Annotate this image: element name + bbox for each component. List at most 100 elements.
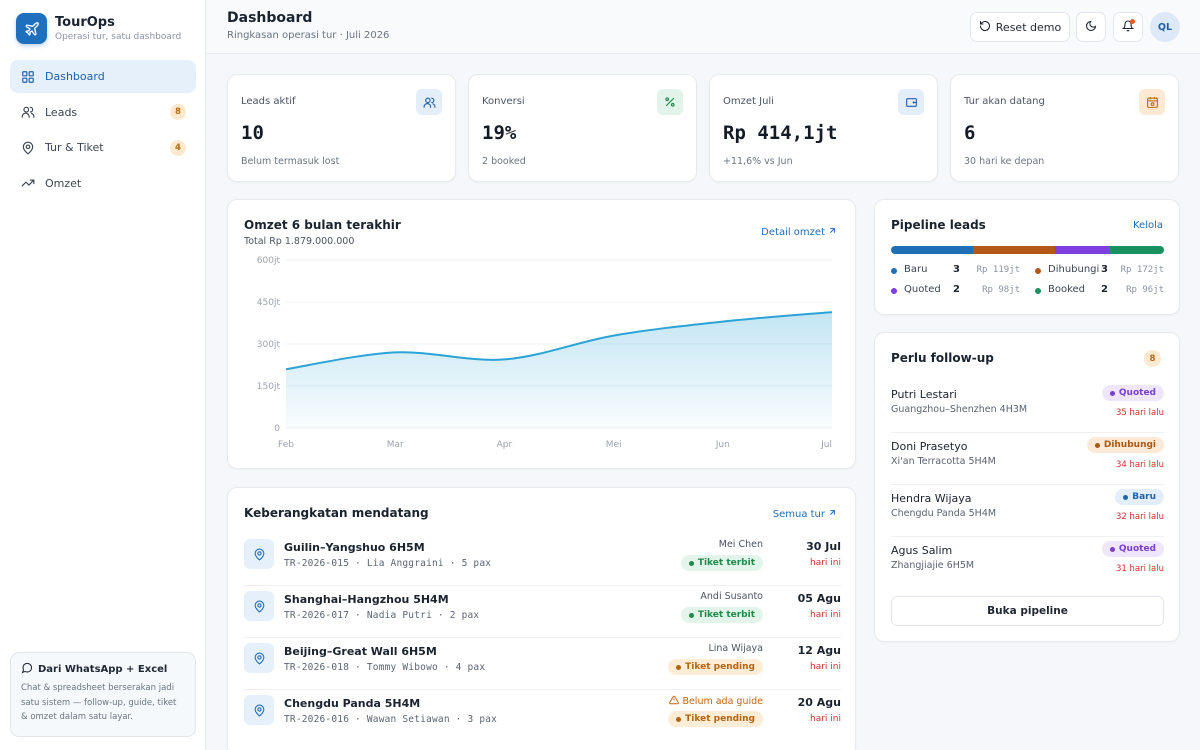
y-tick-label: 150jt bbox=[257, 382, 281, 392]
lead-trip: Guangzhou–Shenzhen 4H3M bbox=[891, 404, 1028, 415]
ticket-status-label: Tiket terbit bbox=[697, 558, 755, 568]
map-pin-icon bbox=[244, 695, 274, 725]
lead-last-contact: 32 hari lalu bbox=[1116, 512, 1164, 522]
page-subtitle: Ringkasan operasi tur · Juli 2026 bbox=[227, 30, 390, 41]
departure-guide: Andi Susanto bbox=[700, 591, 763, 602]
departure-when: hari ini bbox=[810, 714, 841, 724]
stage-dot bbox=[891, 268, 897, 274]
kpi-label: Leads aktif bbox=[241, 96, 296, 107]
departure-meta: TR-2026-017 · Nadia Putri · 2 pax bbox=[284, 610, 480, 621]
refresh-icon bbox=[979, 20, 991, 35]
status-dot bbox=[1109, 546, 1115, 552]
pipeline-stage-baru: Baru 3 Rp 119jt bbox=[891, 264, 1020, 278]
stage-dot bbox=[1035, 268, 1041, 274]
buka-pipeline-button[interactable]: Buka pipeline bbox=[891, 596, 1164, 626]
followup-row[interactable]: Hendra Wijaya Chengdu Panda 5H4M Baru 32… bbox=[891, 485, 1164, 537]
stage-count: 2 bbox=[1101, 284, 1108, 295]
stage-value: Rp 172jt bbox=[1120, 265, 1164, 275]
departure-row[interactable]: Beijing–Great Wall 6H5M TR-2026-018 · To… bbox=[244, 638, 841, 690]
sidebar-item-leads[interactable]: Leads 8 bbox=[10, 96, 196, 129]
x-tick-label: Jun bbox=[715, 440, 730, 450]
map-pin-icon bbox=[20, 140, 36, 156]
pipeline-segment-dihubungi bbox=[972, 246, 1055, 254]
lead-name: Agus Salim bbox=[891, 544, 953, 557]
detail-omzet-link[interactable]: Detail omzet bbox=[761, 226, 837, 238]
departure-meta: TR-2026-016 · Wawan Setiawan · 3 pax bbox=[284, 714, 498, 725]
lead-name: Doni Prasetyo bbox=[891, 440, 968, 453]
status-dot bbox=[1109, 390, 1115, 396]
departure-row[interactable]: Shanghai–Hangzhou 5H4M TR-2026-017 · Nad… bbox=[244, 586, 841, 638]
brand-tagline: Operasi tur, satu dashboard bbox=[55, 32, 182, 42]
ticket-status-badge: Tiket pending bbox=[668, 711, 763, 727]
kpi-value: 10 bbox=[241, 122, 264, 144]
lead-last-contact: 35 hari lalu bbox=[1116, 408, 1164, 418]
sidebar-item-tur-tiket[interactable]: Tur & Tiket 4 bbox=[10, 131, 196, 164]
brand[interactable]: TourOps Operasi tur, satu dashboard bbox=[16, 13, 181, 44]
departure-date: 05 Agu bbox=[797, 592, 841, 605]
count-badge: 8 bbox=[170, 104, 186, 120]
departure-when: hari ini bbox=[810, 662, 841, 672]
sidebar-item-dashboard[interactable]: Dashboard bbox=[10, 60, 196, 93]
stage-label: Booked bbox=[1048, 284, 1086, 295]
departure-row[interactable]: Chengdu Panda 5H4M TR-2026-016 · Wawan S… bbox=[244, 690, 841, 742]
arrow-up-right-icon bbox=[828, 508, 837, 520]
departures-card: Keberangkatan mendatang Semua tur Guilin… bbox=[227, 487, 856, 750]
lead-last-contact: 34 hari lalu bbox=[1116, 460, 1164, 470]
map-pin-icon bbox=[244, 643, 274, 673]
semua-tur-link[interactable]: Semua tur bbox=[773, 508, 837, 520]
calendar-icon bbox=[1139, 89, 1165, 115]
lead-status-badge: Baru bbox=[1115, 489, 1164, 505]
departure-date: 12 Agu bbox=[797, 644, 841, 657]
followup-row[interactable]: Agus Salim Zhangjiajie 6H5M Quoted 31 ha… bbox=[891, 537, 1164, 589]
lead-status-label: Quoted bbox=[1118, 388, 1156, 398]
stage-value: Rp 96jt bbox=[1126, 285, 1164, 295]
kpi-value: Rp 414,1jt bbox=[723, 122, 838, 144]
departure-meta: TR-2026-015 · Lia Anggraini · 5 pax bbox=[284, 558, 492, 569]
ticket-status-label: Tiket pending bbox=[685, 714, 755, 724]
avatar[interactable]: QL bbox=[1150, 12, 1180, 42]
kelola-link[interactable]: Kelola bbox=[1132, 220, 1163, 231]
chart-title: Omzet 6 bulan terakhir bbox=[244, 218, 401, 232]
status-dot bbox=[688, 612, 694, 618]
pipeline-stacked-bar bbox=[891, 246, 1164, 254]
chart-area-fill bbox=[286, 312, 832, 428]
sidebar-nav: Dashboard Leads 8 Tur & Tiket 4 Omzet bbox=[10, 60, 196, 202]
theme-toggle-button[interactable] bbox=[1076, 12, 1106, 42]
chart-series-line bbox=[285, 311, 833, 371]
map-pin-icon bbox=[244, 539, 274, 569]
departure-name: Shanghai–Hangzhou 5H4M bbox=[284, 593, 449, 606]
lead-trip: Chengdu Panda 5H4M bbox=[891, 508, 997, 519]
lead-name: Putri Lestari bbox=[891, 388, 957, 401]
bell-icon bbox=[1121, 20, 1135, 35]
wallet-icon bbox=[898, 89, 924, 115]
promo-text: Chat & spreadsheet berserakan jadi satu … bbox=[21, 683, 177, 722]
followup-row[interactable]: Putri Lestari Guangzhou–Shenzhen 4H3M Qu… bbox=[891, 381, 1164, 433]
kpi-card-omzet-juli: Omzet Juli Rp 414,1jt +11,6% vs Jun bbox=[709, 74, 938, 182]
stage-count: 3 bbox=[1101, 264, 1108, 275]
reset-demo-label: Reset demo bbox=[995, 20, 1062, 34]
kpi-label: Omzet Juli bbox=[723, 96, 774, 107]
departure-guide: Belum ada guide bbox=[682, 696, 763, 707]
stage-value: Rp 98jt bbox=[982, 285, 1020, 295]
departure-guide: Lina Wijaya bbox=[708, 643, 763, 654]
pipeline-segment-booked bbox=[1109, 246, 1164, 254]
lead-status-label: Dihubungi bbox=[1103, 440, 1156, 450]
kpi-note: 30 hari ke depan bbox=[964, 156, 1045, 167]
ticket-status-badge: Tiket terbit bbox=[680, 607, 763, 623]
departure-name: Guilin–Yangshuo 6H5M bbox=[284, 541, 425, 554]
warning-icon bbox=[669, 695, 682, 707]
ticket-status-label: Tiket pending bbox=[685, 662, 755, 672]
semua-tur-label: Semua tur bbox=[772, 508, 825, 520]
departure-row[interactable]: Guilin–Yangshuo 6H5M TR-2026-015 · Lia A… bbox=[244, 534, 841, 586]
kpi-value: 19% bbox=[482, 122, 517, 144]
sidebar-item-label: Leads bbox=[45, 105, 78, 119]
sidebar-item-omzet[interactable]: Omzet bbox=[10, 167, 196, 200]
reset-demo-button[interactable]: Reset demo bbox=[970, 12, 1070, 42]
lead-trip: Xi'an Terracotta 5H4M bbox=[891, 456, 996, 467]
notifications-button[interactable] bbox=[1113, 12, 1143, 42]
arrow-up-right-icon bbox=[828, 226, 837, 238]
followup-row[interactable]: Doni Prasetyo Xi'an Terracotta 5H4M Dihu… bbox=[891, 433, 1164, 485]
x-tick-label: Mar bbox=[387, 440, 404, 450]
kpi-note: Belum termasuk lost bbox=[241, 156, 340, 167]
promo-card: Dari WhatsApp + Excel Chat & spreadsheet… bbox=[10, 652, 196, 737]
